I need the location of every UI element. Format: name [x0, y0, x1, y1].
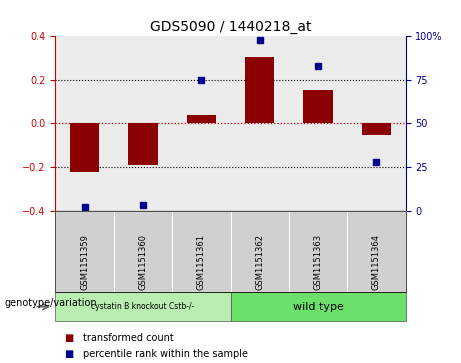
Text: GSM1151359: GSM1151359: [80, 234, 89, 290]
Text: genotype/variation: genotype/variation: [5, 298, 97, 308]
Text: percentile rank within the sample: percentile rank within the sample: [83, 349, 248, 359]
Bar: [70, 123, 99, 172]
Title: GDS5090 / 1440218_at: GDS5090 / 1440218_at: [150, 20, 311, 34]
Text: cystatin B knockout Cstb-/-: cystatin B knockout Cstb-/-: [91, 302, 195, 311]
Text: GSM1151364: GSM1151364: [372, 234, 381, 290]
Bar: [362, 123, 391, 135]
Bar: [245, 57, 274, 123]
Bar: [187, 115, 216, 123]
Text: ■: ■: [65, 333, 74, 343]
Text: GSM1151360: GSM1151360: [138, 234, 148, 290]
Text: ■: ■: [65, 349, 74, 359]
Text: GSM1151363: GSM1151363: [313, 234, 323, 290]
Text: GSM1151361: GSM1151361: [197, 234, 206, 290]
Text: transformed count: transformed count: [83, 333, 174, 343]
Text: GSM1151362: GSM1151362: [255, 234, 264, 290]
Bar: [303, 90, 333, 123]
Text: wild type: wild type: [293, 302, 343, 312]
Bar: [128, 123, 158, 165]
